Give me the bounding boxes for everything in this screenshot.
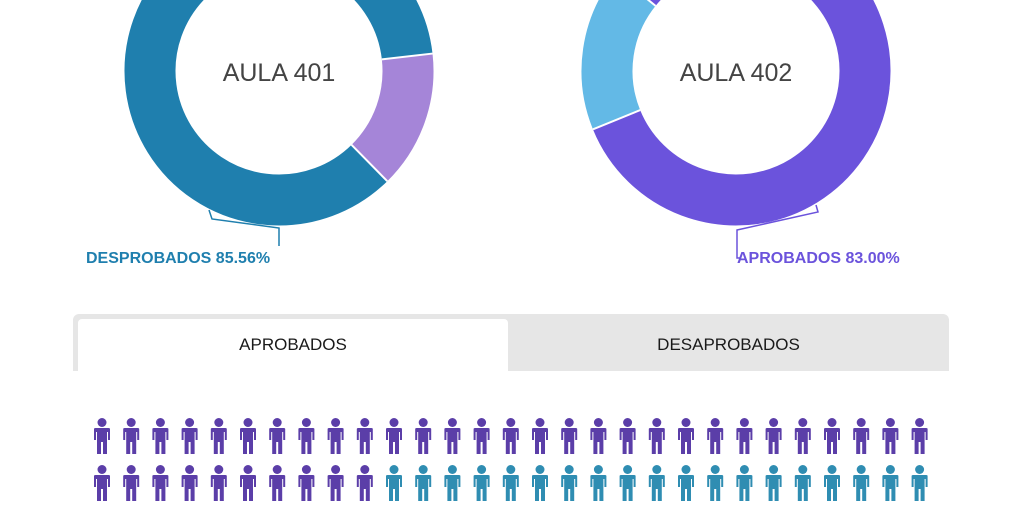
person-icon xyxy=(269,465,286,501)
person-icon xyxy=(356,465,373,501)
person-icon xyxy=(619,418,636,454)
callout-leader xyxy=(736,204,819,259)
person-icon xyxy=(123,465,140,501)
person-icon xyxy=(152,418,169,454)
person-icon xyxy=(765,465,782,501)
person-icon xyxy=(532,418,548,454)
person-icon xyxy=(911,465,928,501)
person-icon xyxy=(473,418,490,454)
person-icon xyxy=(853,465,870,501)
tab-approved[interactable]: APROBADOS xyxy=(78,319,508,371)
person-icon xyxy=(502,418,519,454)
person-icon xyxy=(590,465,607,501)
donut-title: AULA 401 xyxy=(223,59,336,87)
donut-slice-desprobados xyxy=(124,0,433,226)
tab-disapproved-label: DESAPROBADOS xyxy=(657,335,800,354)
person-icon xyxy=(298,465,315,501)
person-icon xyxy=(882,418,899,454)
person-icon xyxy=(794,465,811,501)
person-icon xyxy=(327,465,344,501)
tab-bar: APROBADOS DESAPROBADOS xyxy=(73,314,949,371)
callout-label: APROBADOS 83.00% xyxy=(737,250,900,267)
tab-disapproved[interactable]: DESAPROBADOS xyxy=(508,319,949,371)
person-icon xyxy=(123,418,140,454)
person-icon xyxy=(327,418,344,454)
person-icon xyxy=(181,418,198,454)
person-icon xyxy=(210,465,227,501)
person-icon xyxy=(152,465,169,501)
person-icon xyxy=(590,418,607,454)
person-icon xyxy=(765,418,782,454)
person-icon xyxy=(561,418,578,454)
person-icon xyxy=(298,418,315,454)
person-icon xyxy=(415,465,432,501)
donut-aula-401: AULA 401 DESPROBADOS 85.56% xyxy=(86,0,434,267)
slice-separator xyxy=(381,52,433,61)
donut-title: AULA 402 xyxy=(680,59,793,87)
person-icon xyxy=(181,465,198,501)
person-icon xyxy=(736,465,753,501)
callout-clip xyxy=(276,246,316,270)
person-icon xyxy=(444,465,461,501)
person-icon xyxy=(707,465,724,501)
person-icon xyxy=(532,465,548,501)
donut-slice-desaprobados xyxy=(581,0,657,130)
person-icon xyxy=(356,418,373,454)
person-icon xyxy=(240,465,256,501)
person-icon xyxy=(240,418,256,454)
person-icon xyxy=(94,418,110,454)
person-icon xyxy=(502,465,519,501)
person-icon xyxy=(853,418,870,454)
person-icon xyxy=(648,418,665,454)
person-icon xyxy=(911,418,928,454)
people-chart xyxy=(94,418,928,501)
callout-label: DESPROBADOS 85.56% xyxy=(86,250,270,267)
person-icon xyxy=(386,418,402,454)
donut-charts: AULA 401 DESPROBADOS 85.56% AULA 402 APR… xyxy=(86,0,900,270)
slice-separator xyxy=(592,109,641,131)
person-icon xyxy=(473,465,490,501)
person-icon xyxy=(736,418,753,454)
person-icon xyxy=(678,465,694,501)
person-icon xyxy=(210,418,227,454)
tab-approved-label: APROBADOS xyxy=(239,335,347,354)
slice-separator xyxy=(646,0,657,7)
person-icon xyxy=(386,465,402,501)
person-icon xyxy=(415,418,432,454)
person-icon xyxy=(619,465,636,501)
person-icon xyxy=(561,465,578,501)
person-icon xyxy=(707,418,724,454)
donut-aula-402: AULA 402 APROBADOS 83.00% xyxy=(581,0,900,267)
person-icon xyxy=(794,418,811,454)
donut-slice-aprobados xyxy=(350,53,434,182)
person-icon xyxy=(648,465,665,501)
person-icon xyxy=(94,465,110,501)
person-icon xyxy=(824,465,840,501)
person-icon xyxy=(269,418,286,454)
person-icon xyxy=(824,418,840,454)
person-icon xyxy=(444,418,461,454)
donut-slice-aprobados xyxy=(592,0,891,226)
slice-separator xyxy=(350,144,388,182)
person-icon xyxy=(882,465,899,501)
person-icon xyxy=(678,418,694,454)
